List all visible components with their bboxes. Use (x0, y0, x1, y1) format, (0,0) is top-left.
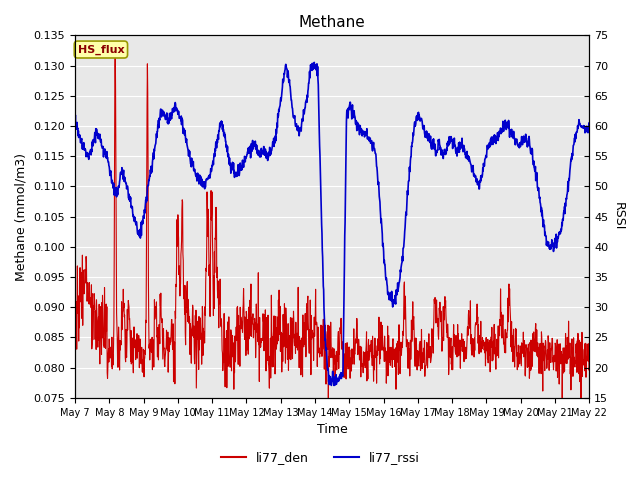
Legend: li77_den, li77_rssi: li77_den, li77_rssi (216, 446, 424, 469)
Title: Methane: Methane (299, 15, 365, 30)
Text: HS_flux: HS_flux (77, 44, 124, 55)
Y-axis label: RSSI: RSSI (612, 203, 625, 231)
Y-axis label: Methane (mmol/m3): Methane (mmol/m3) (15, 153, 28, 281)
X-axis label: Time: Time (317, 423, 348, 436)
